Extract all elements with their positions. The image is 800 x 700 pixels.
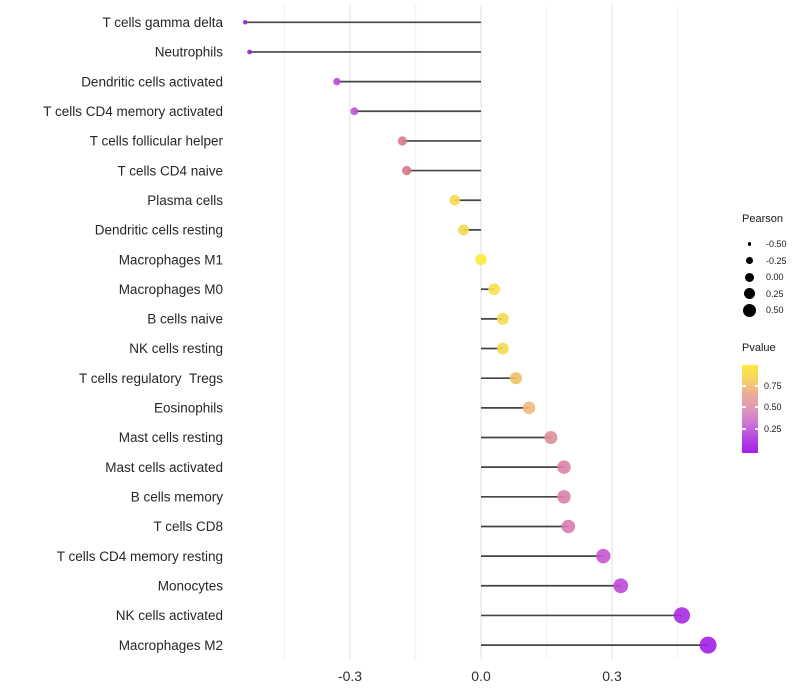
legend-size-label: 0.25: [766, 288, 784, 299]
row-label: T cells CD8: [153, 519, 223, 534]
gradient-tick: [742, 406, 746, 408]
gradient-tick: [742, 428, 746, 430]
gradient-label: 0.50: [764, 402, 782, 413]
lollipop-dot: [242, 20, 248, 25]
row-label: Plasma cells: [147, 193, 223, 208]
lollipop-dot: [475, 253, 487, 266]
lollipop-dot: [557, 490, 571, 504]
row-label: Macrophages M0: [119, 282, 223, 297]
legend-size-item: 0.00: [742, 269, 787, 286]
lollipop-dot: [557, 460, 571, 474]
lollipop-dot: [397, 136, 408, 146]
legend-size-dot-wrap: [742, 257, 757, 265]
lollipop-dot: [522, 401, 536, 415]
row-label: T cells follicular helper: [90, 134, 224, 149]
lollipop-dot: [561, 519, 576, 534]
row-label: Dendritic cells activated: [81, 74, 223, 89]
legend-pearson: Pearson -0.50 -0.25 0.00 0.25 0.50: [742, 213, 787, 319]
gradient-tick: [754, 385, 758, 387]
row-label: Macrophages M1: [119, 252, 223, 267]
row-label: B cells naive: [147, 312, 223, 327]
legend-size-item: -0.25: [742, 253, 787, 270]
row-label: T cells CD4 memory resting: [57, 549, 223, 564]
legend-size-dot: [743, 288, 756, 300]
row-label: Dendritic cells resting: [95, 223, 223, 238]
legend-size-item: 0.50: [742, 302, 787, 319]
row-label: Monocytes: [158, 578, 224, 593]
legend-size-label: 0.00: [766, 272, 784, 283]
legend-size-dot-wrap: [742, 288, 757, 300]
legend-size-label: -0.50: [766, 239, 787, 250]
x-tick-label: -0.3: [338, 668, 362, 684]
legend-size-item: -0.50: [742, 236, 787, 253]
lollipop-dot: [544, 430, 558, 445]
lollipop-dot: [333, 77, 341, 86]
lollipop-dot: [673, 607, 691, 624]
legend-pearson-items: -0.50 -0.25 0.00 0.25 0.50: [742, 236, 787, 319]
lollipop-dot: [496, 342, 509, 355]
lollipop-dot: [596, 548, 611, 564]
legend-size-dot: [742, 303, 757, 317]
row-label: B cells memory: [131, 490, 224, 505]
row-label: Neutrophils: [155, 45, 224, 60]
pvalue-gradient-bar: [742, 365, 758, 453]
legend-pearson-title: Pearson: [742, 213, 783, 225]
legend-size-label: -0.25: [766, 255, 787, 266]
lollipop-dot: [509, 372, 523, 385]
gradient-label: 0.25: [764, 423, 782, 434]
lollipop-dot: [449, 194, 461, 206]
lollipop-dot: [458, 224, 469, 236]
lollipop-dot: [488, 283, 500, 296]
gradient-tick: [754, 406, 758, 408]
legend-size-dot: [744, 272, 755, 282]
row-label: T cells regulatory Tregs: [79, 371, 223, 386]
row-label: Mast cells resting: [119, 430, 223, 445]
row-label: Mast cells activated: [105, 460, 223, 475]
legend-size-dot-wrap: [742, 242, 757, 247]
legend-pvalue: Pvalue 0.75 0.50 0.25: [742, 342, 782, 453]
row-label: NK cells activated: [116, 608, 223, 623]
gradient-label: 0.75: [764, 381, 782, 392]
pvalue-gradient-wrap: 0.75 0.50 0.25: [742, 365, 782, 453]
legend-size-dot-wrap: [742, 272, 757, 282]
row-label: Eosinophils: [154, 401, 223, 416]
lollipop-dot: [496, 312, 509, 325]
legend-size-item: 0.25: [742, 286, 787, 303]
x-tick-label: 0.0: [471, 668, 491, 684]
legend-pvalue-title: Pvalue: [742, 342, 776, 354]
legend-size-dot: [747, 242, 752, 247]
row-label: NK cells resting: [129, 341, 223, 356]
lollipop-dot: [247, 49, 252, 55]
lollipop-dot: [402, 165, 412, 176]
x-tick-label: 0.3: [602, 668, 622, 684]
row-label: T cells CD4 naive: [117, 163, 223, 178]
legend-size-label: 0.50: [766, 305, 784, 316]
legend-size-dot: [746, 257, 753, 265]
row-label: T cells gamma delta: [102, 15, 223, 30]
legend-size-dot-wrap: [742, 303, 757, 317]
lollipop-dot: [699, 636, 717, 654]
lollipop-dot: [613, 578, 629, 594]
row-label: T cells CD4 memory activated: [43, 104, 223, 119]
lollipop-dot: [350, 107, 359, 116]
gradient-tick: [742, 385, 746, 387]
gradient-tick: [754, 428, 758, 430]
row-label: Macrophages M2: [119, 638, 223, 653]
